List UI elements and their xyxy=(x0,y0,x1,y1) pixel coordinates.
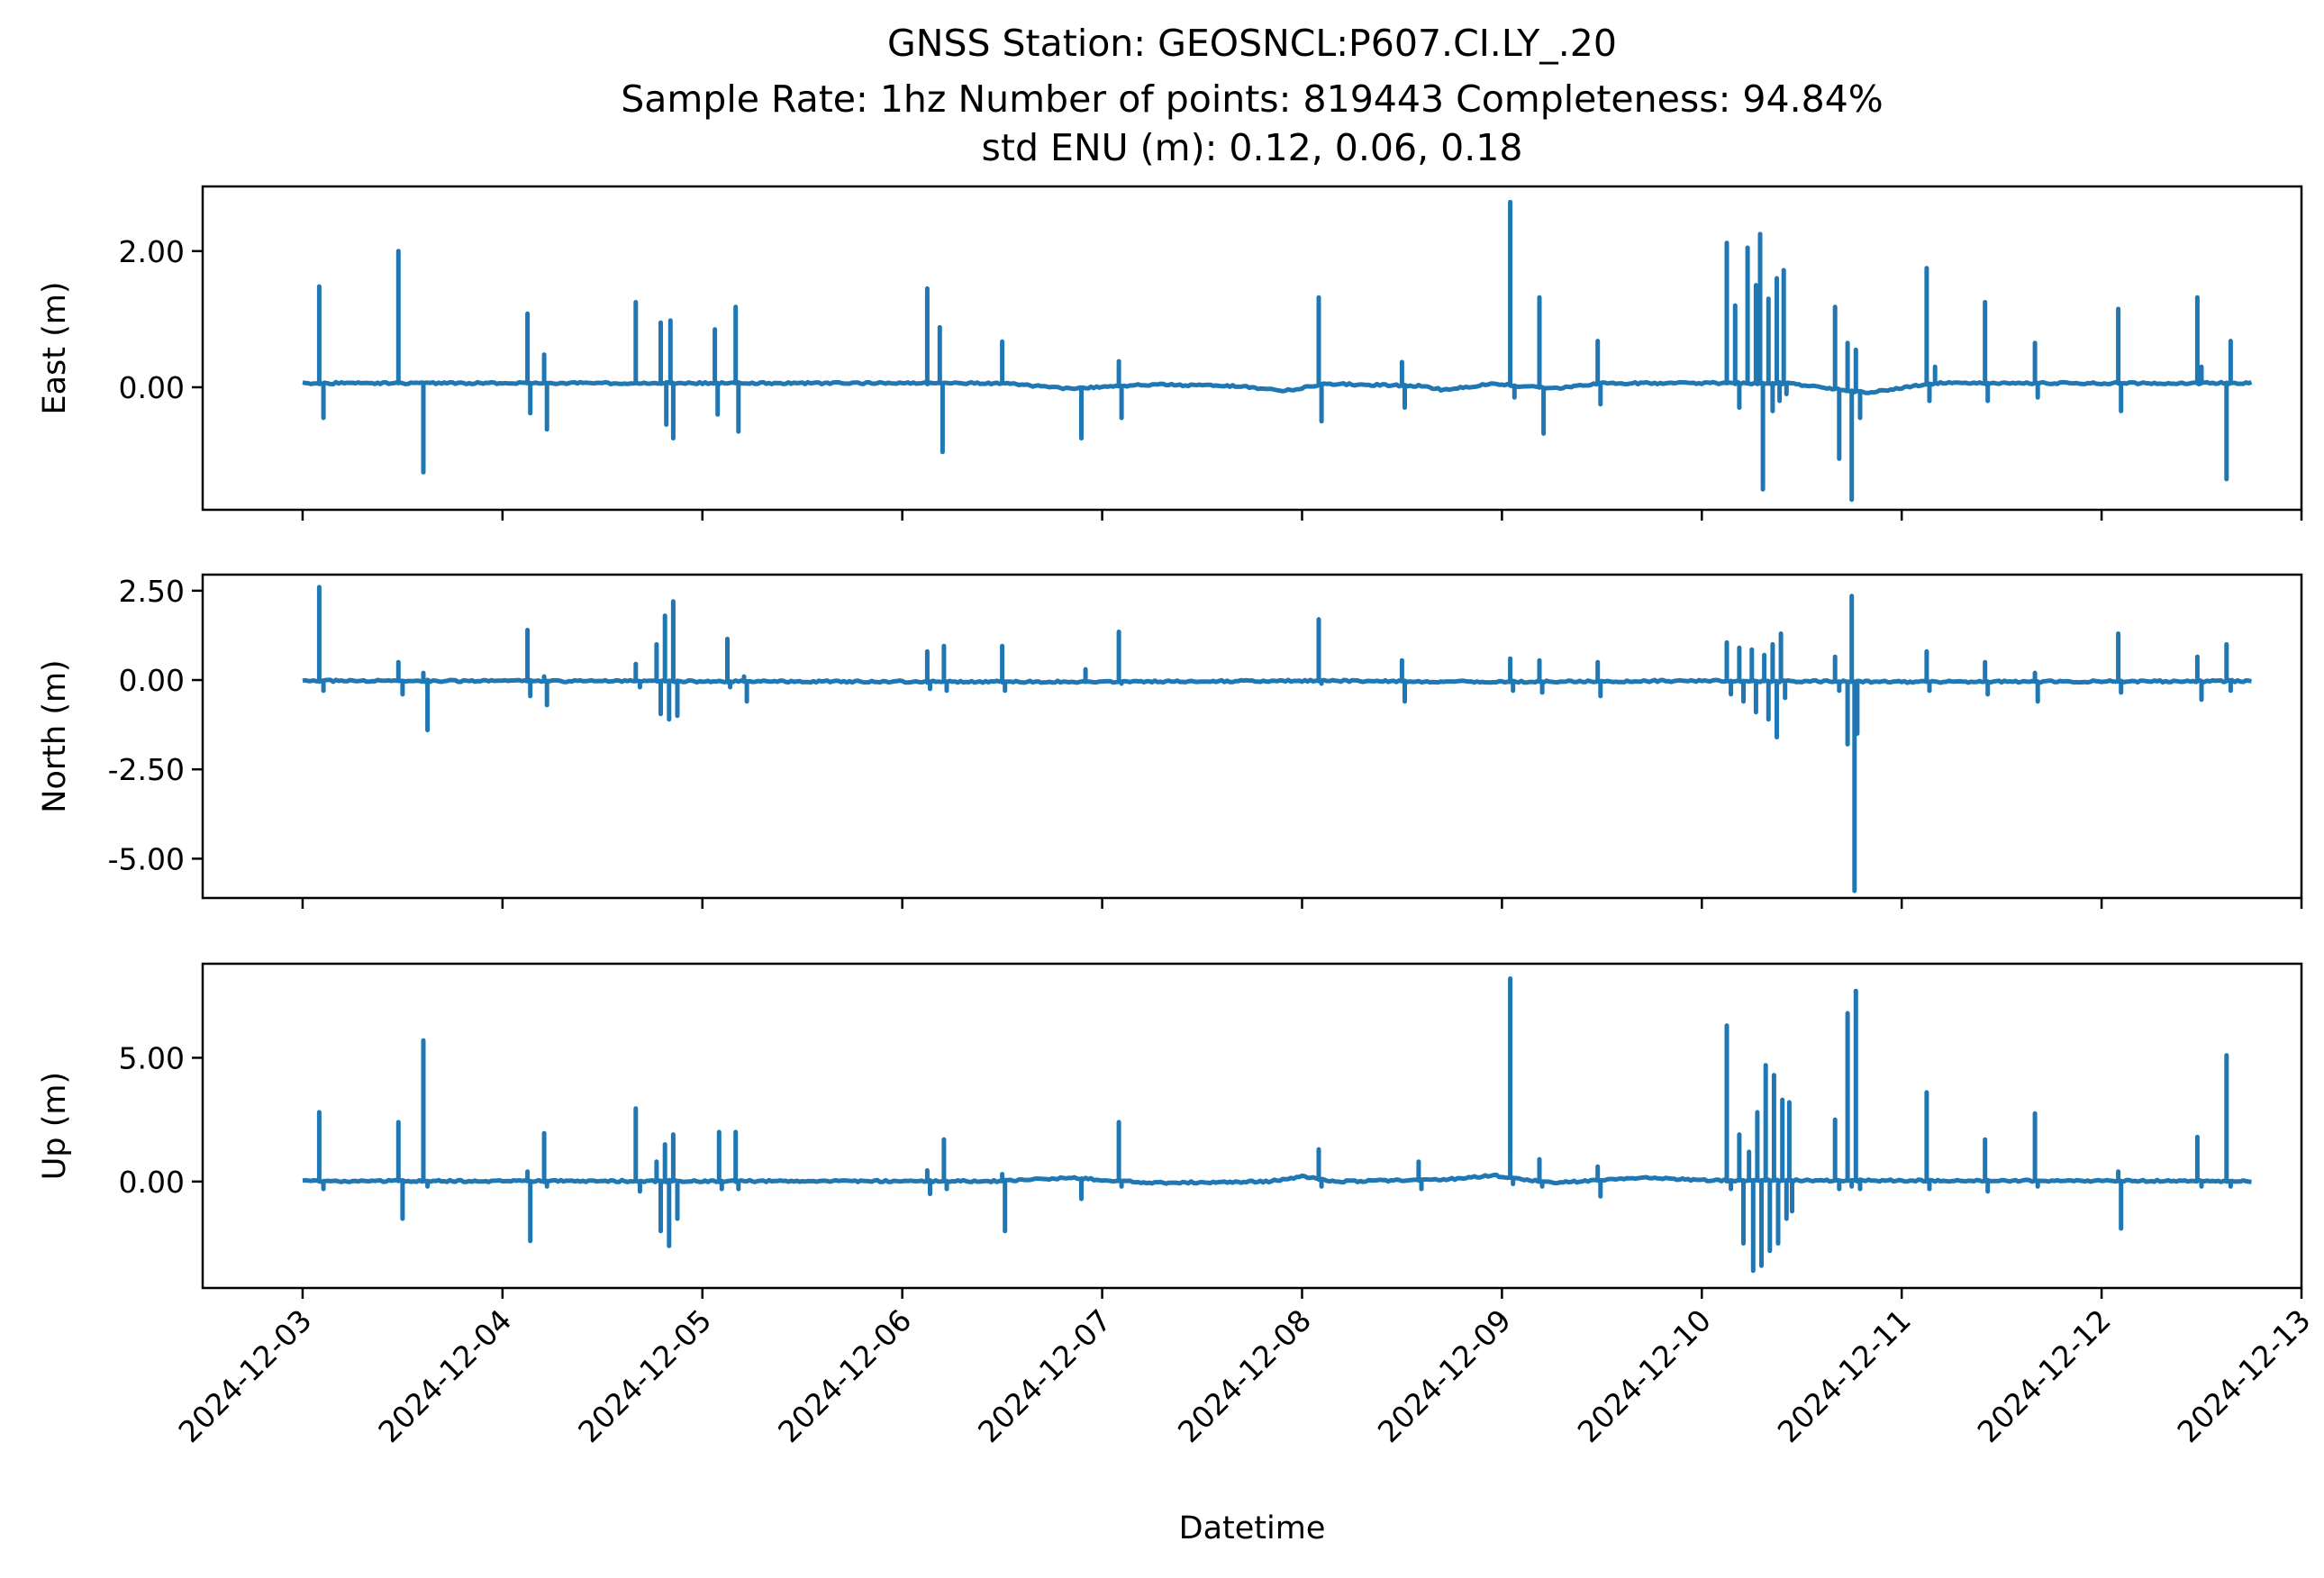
x-tick-label: 2024-12-11 xyxy=(1771,1302,1918,1449)
y-tick-label: 2.50 xyxy=(119,574,185,609)
x-tick-label: 2024-12-04 xyxy=(371,1302,518,1449)
y-tick-label: 0.00 xyxy=(119,370,185,405)
y-tick-label: -5.00 xyxy=(108,841,185,876)
x-tick-label: 2024-12-06 xyxy=(771,1302,918,1449)
x-tick-label: 2024-12-08 xyxy=(1171,1302,1318,1449)
y-axis-label: East (m) xyxy=(37,281,73,414)
panel-3: 5.00 0.00 2024-12-03 2024-12-04 2024-12-05 20… xyxy=(37,962,2318,1449)
x-tick-label: 2024-12-13 xyxy=(2170,1302,2317,1449)
data-series-line xyxy=(302,976,2252,1274)
data-series-line xyxy=(302,199,2253,503)
y-axis-label: Up (m) xyxy=(37,1072,73,1180)
x-tick-label: 2024-12-05 xyxy=(571,1302,718,1449)
axes-frame xyxy=(201,185,2303,512)
data-series-line xyxy=(302,585,2252,893)
panel-1: 0.00 2.00 East (m) xyxy=(37,185,2303,521)
title-line-3: std ENU (m): 0.12, 0.06, 0.18 xyxy=(982,126,1523,169)
x-tick-label: 2024-12-12 xyxy=(1971,1302,2118,1449)
title-line-2: Sample Rate: 1hz Number of points: 81944… xyxy=(621,77,1884,121)
x-tick-label: 2024-12-10 xyxy=(1571,1302,1718,1449)
title-line-1: GNSS Station: GEOSNCL:P607.CI.LY_.20 xyxy=(887,22,1617,65)
panels: 0.00 2.00 East (m) 2.50 0.00 -2.50 -5.00 North … xyxy=(37,185,2318,1449)
x-tick-label: 2024-12-09 xyxy=(1371,1302,1518,1449)
y-axis-label: North (m) xyxy=(37,659,73,812)
panel-2: 2.50 0.00 -2.50 -5.00 North (m) xyxy=(37,573,2303,909)
y-tick-label: 5.00 xyxy=(119,1040,185,1075)
x-tick-label: 2024-12-03 xyxy=(171,1302,318,1449)
x-axis-label: Datetime xyxy=(1179,1510,1326,1546)
x-tick-label: 2024-12-07 xyxy=(971,1302,1118,1449)
y-tick-label: -2.50 xyxy=(108,752,185,787)
y-tick-label: 0.00 xyxy=(119,663,185,698)
axes-frame xyxy=(201,573,2303,900)
y-tick-label: 2.00 xyxy=(119,234,185,269)
y-tick-label: 0.00 xyxy=(119,1165,185,1200)
axes-frame xyxy=(201,962,2303,1290)
